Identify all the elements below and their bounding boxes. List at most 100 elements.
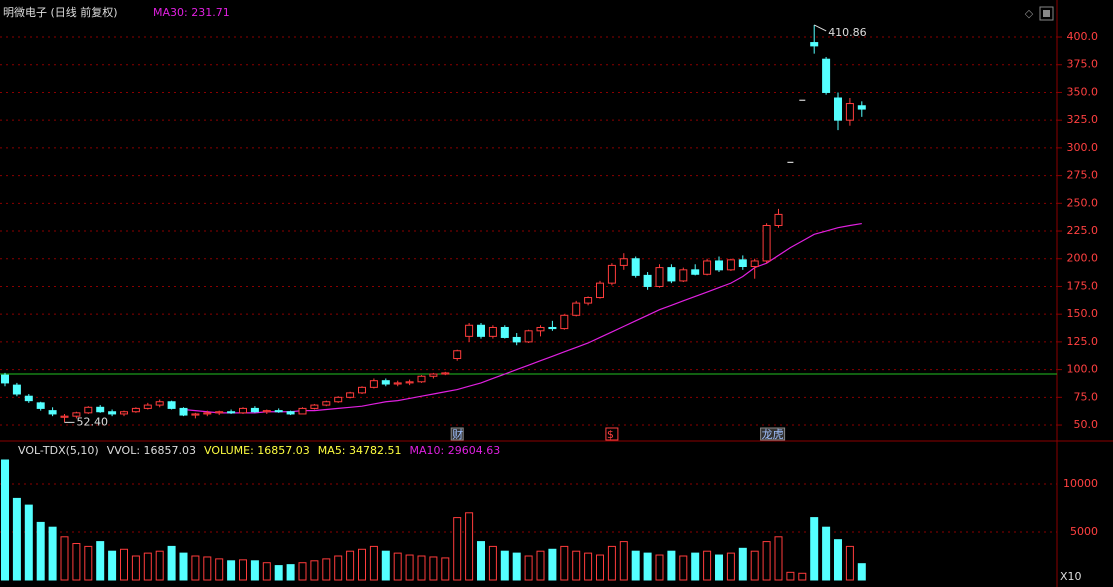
volume-bar: [655, 554, 664, 581]
candle-body: [334, 396, 343, 403]
volume-header-item: VOLUME: 16857.03: [204, 444, 310, 457]
candle-body: [667, 267, 676, 282]
event-marker: 龙虎: [762, 428, 784, 441]
volume-bar: [715, 554, 723, 581]
volume-bar: [584, 552, 593, 581]
volume-bar: [36, 521, 45, 581]
candle-body: [572, 302, 581, 316]
y-tick-label: 225.0: [1067, 224, 1099, 237]
volume-header-item: MA10: 29604.63: [410, 444, 501, 457]
volume-bar: [536, 550, 545, 581]
volume-bar: [215, 558, 224, 581]
volume-bar: [762, 541, 771, 581]
volume-header-item: VOL-TDX(5,10): [18, 444, 99, 457]
candle-body: [619, 258, 628, 266]
y-tick-label: 75.0: [1074, 390, 1099, 403]
y-tick-label: 50.0: [1074, 418, 1099, 431]
window-button[interactable]: [1039, 6, 1054, 21]
volume-bar: [679, 555, 688, 581]
volume-bar: [262, 562, 271, 581]
volume-bar: [417, 555, 426, 581]
candle-body: [24, 395, 33, 402]
y-tick-label: 100.0: [1067, 363, 1099, 376]
candle-body: [845, 103, 854, 121]
candle-body: [381, 380, 390, 385]
event-marker-box: [760, 427, 786, 441]
candle-body: [60, 415, 69, 418]
volume-bar: [84, 545, 93, 581]
volume-bar: [310, 560, 319, 581]
y-tick-label: 10000: [1063, 477, 1098, 490]
volume-bar: [631, 550, 640, 581]
candle-body: [108, 411, 117, 415]
candle-body: [774, 213, 783, 226]
volume-header: VOL-TDX(5,10) VVOL: 16857.03 VOLUME: 16857…: [18, 444, 500, 457]
candle-body: [96, 406, 105, 413]
volume-bar: [750, 550, 759, 581]
y-tick-label: 200.0: [1067, 252, 1099, 265]
candle-body: [215, 411, 224, 414]
candle-body: [560, 314, 569, 330]
volume-bar: [465, 512, 474, 581]
candle-body: [120, 411, 128, 415]
event-marker-box: [605, 427, 619, 441]
volume-bar: [643, 552, 652, 581]
candle-body: [393, 382, 402, 385]
candle-body: [500, 326, 509, 338]
candle-body: [346, 392, 355, 398]
volume-bar: [108, 550, 117, 581]
volume-bar: [298, 562, 307, 581]
volume-bar: [453, 517, 462, 581]
volume-bar: [512, 552, 521, 581]
candle-body: [36, 402, 45, 409]
chart-title: 明微电子 (日线 前复权): [3, 5, 118, 19]
event-marker: $: [607, 428, 614, 441]
candle-body: [369, 380, 378, 388]
candle-body: [584, 297, 593, 304]
candle-body: [203, 412, 212, 415]
y-tick-label: 400.0: [1067, 30, 1099, 43]
volume-bar: [155, 550, 164, 581]
volume-bar: [667, 550, 676, 581]
volume-bar: [131, 555, 140, 581]
volume-header-item: MA5: 34782.51: [318, 444, 402, 457]
volume-bar: [405, 554, 414, 581]
y-tick-label: 175.0: [1067, 279, 1099, 292]
volume-bar: [96, 541, 105, 581]
y-tick-label: 275.0: [1067, 169, 1099, 182]
event-marker: 财: [452, 427, 463, 441]
candle-body: [738, 259, 747, 268]
volume-bar: [143, 552, 152, 581]
candle-body: [250, 407, 259, 413]
volume-bar: [274, 565, 283, 581]
scale-label: X10: [1060, 570, 1082, 583]
event-marker-box: [450, 427, 464, 441]
window-button-icon: [1043, 10, 1050, 17]
diamond-icon[interactable]: ◇: [1025, 7, 1034, 20]
candle-body: [131, 407, 140, 413]
candle-body: [191, 413, 200, 416]
y-tick-label: 5000: [1070, 525, 1098, 538]
volume-bar: [845, 545, 854, 581]
candle-body: [548, 326, 557, 330]
candle-body: [1, 374, 9, 384]
low-label: 52.40: [77, 415, 109, 428]
volume-bar: [774, 536, 783, 581]
candle-body: [679, 269, 688, 282]
volume-bar: [500, 550, 509, 581]
candle-body: [417, 375, 426, 383]
candle-body: [703, 260, 712, 275]
volume-bar: [322, 558, 331, 581]
candle-body: [286, 411, 295, 415]
candle-body: [429, 373, 438, 377]
volume-bar: [786, 571, 795, 581]
y-tick-label: 150.0: [1067, 307, 1099, 320]
volume-bar: [429, 556, 438, 581]
volume-bar: [488, 545, 497, 581]
volume-bar: [572, 550, 581, 581]
candle-body: [453, 350, 462, 360]
candle-body: [155, 401, 164, 406]
volume-bar: [191, 555, 200, 581]
ma30-label: MA30: 231.71: [153, 6, 230, 19]
